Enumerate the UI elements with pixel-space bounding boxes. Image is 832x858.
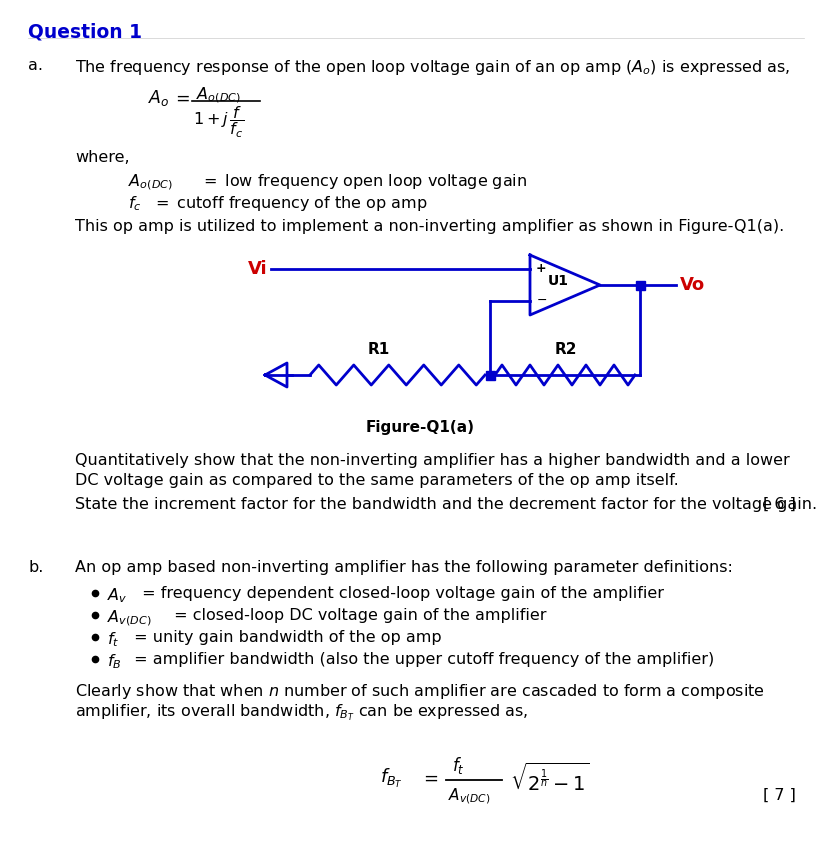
Text: $=$: $=$ [420, 769, 438, 787]
Text: State the increment factor for the bandwidth and the decrement factor for the vo: State the increment factor for the bandw… [75, 497, 817, 512]
Text: [ 7 ]: [ 7 ] [763, 788, 796, 803]
Text: b.: b. [28, 560, 43, 575]
Text: $A_{o(DC)}$: $A_{o(DC)}$ [196, 85, 241, 105]
Text: Vo: Vo [680, 276, 706, 294]
Text: R1: R1 [368, 341, 389, 357]
Text: Figure-Q1(a): Figure-Q1(a) [365, 420, 474, 435]
Text: DC voltage gain as compared to the same parameters of the op amp itself.: DC voltage gain as compared to the same … [75, 473, 679, 488]
Text: $A_{o(DC)}$: $A_{o(DC)}$ [128, 172, 173, 191]
Text: $f_c$: $f_c$ [128, 194, 141, 213]
Text: $A_o$: $A_o$ [148, 88, 170, 108]
Text: $f_t$: $f_t$ [107, 630, 119, 649]
Text: $f_{B_T}$: $f_{B_T}$ [380, 766, 403, 789]
Text: Clearly show that when $n$ number of such amplifier are cascaded to form a compo: Clearly show that when $n$ number of suc… [75, 682, 765, 701]
Text: $A_{v(DC)}$: $A_{v(DC)}$ [107, 608, 151, 627]
Text: $f_B$: $f_B$ [107, 652, 121, 671]
Text: $1 + j\,\dfrac{f}{f_c}$: $1 + j\,\dfrac{f}{f_c}$ [193, 104, 244, 140]
Bar [636, 281, 645, 289]
Bar [486, 371, 494, 379]
Text: a.: a. [28, 58, 43, 73]
Text: +: + [536, 263, 547, 275]
Text: Vi: Vi [248, 260, 268, 278]
Text: = amplifier bandwidth (also the upper cutoff frequency of the amplifier): = amplifier bandwidth (also the upper cu… [129, 652, 714, 667]
Text: $A_{v(DC)}$: $A_{v(DC)}$ [448, 786, 491, 806]
Text: = frequency dependent closed-loop voltage gain of the amplifier: = frequency dependent closed-loop voltag… [137, 586, 664, 601]
Text: $=$ low frequency open loop voltage gain: $=$ low frequency open loop voltage gain [200, 172, 527, 191]
Text: $A_v$: $A_v$ [107, 586, 127, 605]
Text: The frequency response of the open loop voltage gain of an op amp ($A_o$) is exp: The frequency response of the open loop … [75, 58, 790, 77]
Text: where,: where, [75, 150, 130, 165]
Text: = unity gain bandwidth of the op amp: = unity gain bandwidth of the op amp [129, 630, 442, 645]
Text: = closed-loop DC voltage gain of the amplifier: = closed-loop DC voltage gain of the amp… [169, 608, 547, 623]
Text: This op amp is utilized to implement a non-inverting amplifier as shown in Figur: This op amp is utilized to implement a n… [75, 219, 785, 234]
Text: $-$: $-$ [536, 293, 547, 305]
Text: R2: R2 [555, 341, 577, 357]
Text: Quantitatively show that the non-inverting amplifier has a higher bandwidth and : Quantitatively show that the non-inverti… [75, 453, 790, 468]
Text: $=$ cutoff frequency of the op amp: $=$ cutoff frequency of the op amp [152, 194, 428, 213]
Text: [ 6 ]: [ 6 ] [763, 497, 796, 512]
Text: $f_t$: $f_t$ [452, 754, 465, 776]
Text: $=$: $=$ [172, 89, 191, 107]
Text: amplifier, its overall bandwidth, $f_{B_T}$ can be expressed as,: amplifier, its overall bandwidth, $f_{B_… [75, 702, 528, 722]
Text: U1: U1 [548, 274, 569, 288]
Text: Question 1: Question 1 [28, 22, 142, 41]
Text: $\sqrt{2^{\frac{1}{n}} - 1}$: $\sqrt{2^{\frac{1}{n}} - 1}$ [510, 762, 589, 795]
Text: An op amp based non-inverting amplifier has the following parameter definitions:: An op amp based non-inverting amplifier … [75, 560, 733, 575]
